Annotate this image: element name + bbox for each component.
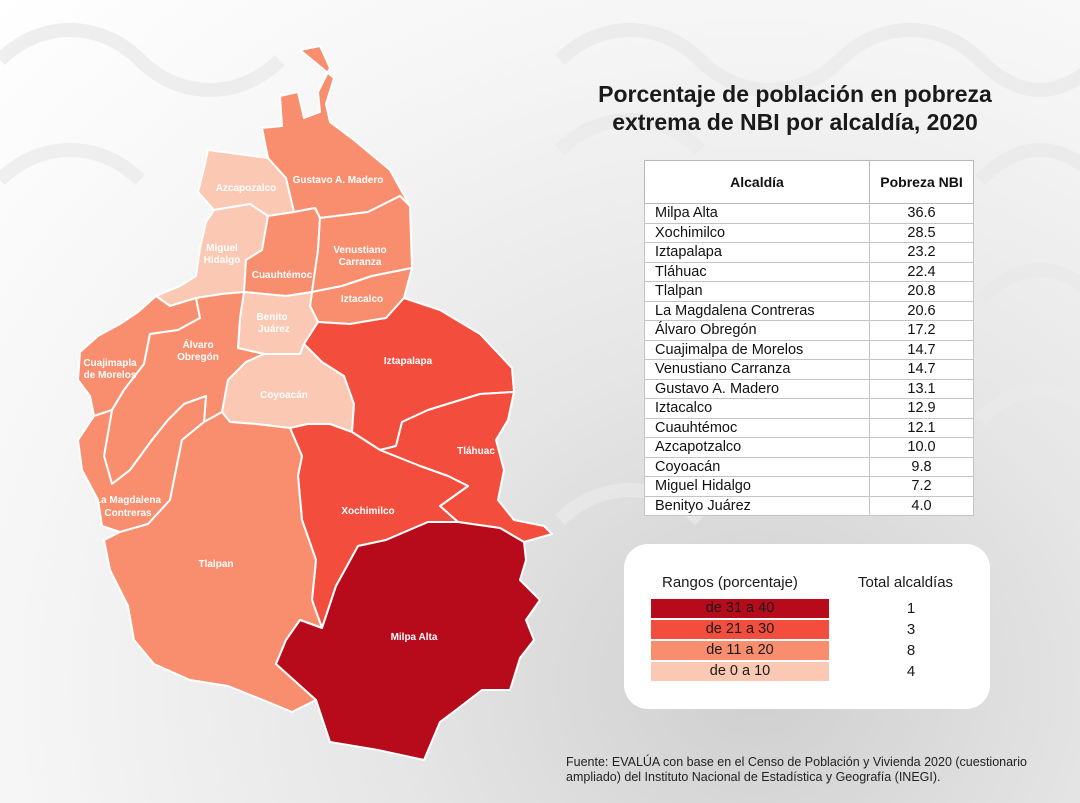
- cell-alcaldia: Iztapalapa: [644, 242, 870, 263]
- cell-pobreza: 4.0: [869, 495, 974, 516]
- cell-alcaldia: Miguel Hidalgo: [644, 476, 870, 497]
- cell-pobreza: 23.2: [869, 242, 974, 263]
- table-row: Iztapalapa 23.2: [644, 242, 974, 263]
- table-row: Miguel Hidalgo 7.2: [644, 476, 974, 497]
- table-row: Venustiano Carranza 14.7: [644, 359, 974, 380]
- cell-alcaldia: Cuajimalpa de Morelos: [644, 339, 870, 360]
- label-alvaro-2: Obregón: [177, 352, 219, 363]
- table-row: Xochimilco 28.5: [644, 222, 974, 243]
- cell-alcaldia: Tlalpan: [644, 281, 870, 302]
- legend-range-count: 8: [906, 642, 916, 659]
- table-row: Milpa Alta 36.6: [644, 203, 974, 224]
- cell-pobreza: 14.7: [869, 359, 974, 380]
- cell-alcaldia: Gustavo A. Madero: [644, 378, 870, 399]
- table-row: Azcapotzalco 10.0: [644, 437, 974, 458]
- header-pobreza: Pobreza NBI: [869, 160, 974, 204]
- cell-pobreza: 9.8: [869, 456, 974, 477]
- table-row: Coyoacán 9.8: [644, 456, 974, 477]
- label-cuajimalpa-2: de Morelos: [84, 370, 137, 381]
- label-cuajimalpa-1: Cuajimapla: [83, 358, 137, 369]
- label-miguel-hidalgo-2: Hidalgo: [204, 255, 241, 266]
- cell-pobreza: 17.2: [869, 320, 974, 341]
- page-title: Porcentaje de población en pobreza extre…: [560, 80, 1030, 136]
- cell-pobreza: 10.0: [869, 437, 974, 458]
- legend-range-swatch: de 21 a 30: [651, 620, 829, 639]
- label-venustiano-1: Venustiano: [333, 245, 386, 256]
- label-coyoacan: Coyoacán: [260, 390, 308, 401]
- legend-range-swatch: de 0 a 10: [651, 662, 829, 681]
- label-benito-1: Benito: [256, 312, 287, 323]
- legend-range-count: 3: [906, 621, 916, 638]
- cell-pobreza: 14.7: [869, 339, 974, 360]
- cell-pobreza: 20.8: [869, 281, 974, 302]
- table-row: Tláhuac 22.4: [644, 261, 974, 282]
- cell-alcaldia: Tláhuac: [644, 261, 870, 282]
- table-row: Cuauhtémoc 12.1: [644, 417, 974, 438]
- label-magdalena-1: La Magdalena: [95, 495, 162, 506]
- cell-alcaldia: Venustiano Carranza: [644, 359, 870, 380]
- label-alvaro-1: Álvaro: [182, 338, 213, 351]
- legend-count-header: Total alcaldías: [858, 574, 954, 591]
- label-azcapotzalco: Azcapozalco: [216, 183, 277, 194]
- table-header-row: Alcaldía Pobreza NBI: [644, 160, 974, 204]
- label-tlalpan: Tlalpan: [198, 559, 233, 570]
- table-row: Gustavo A. Madero 13.1: [644, 378, 974, 399]
- cell-pobreza: 12.9: [869, 398, 974, 419]
- source-note: Fuente: EVALÚA con base en el Censo de P…: [566, 755, 1027, 784]
- cell-alcaldia: Álvaro Obregón: [644, 320, 870, 341]
- table-row: Tlalpan 20.8: [644, 281, 974, 302]
- label-milpa-alta: Milpa Alta: [391, 632, 438, 643]
- cell-pobreza: 13.1: [869, 378, 974, 399]
- label-gustavo-madero: Gustavo A. Madero: [293, 175, 384, 186]
- header-alcaldia: Alcaldía: [644, 160, 870, 204]
- label-cuauhtemoc: Cuauhtémoc: [252, 270, 313, 281]
- cell-alcaldia: Benityo Juárez: [644, 495, 870, 516]
- table-row: Álvaro Obregón 17.2: [644, 320, 974, 341]
- cell-pobreza: 22.4: [869, 261, 974, 282]
- cell-alcaldia: Xochimilco: [644, 222, 870, 243]
- cell-pobreza: 7.2: [869, 476, 974, 497]
- poverty-table: Alcaldía Pobreza NBI Milpa Alta 36.6 Xochi…: [644, 160, 974, 516]
- label-iztapalapa: Iztapalapa: [384, 356, 433, 367]
- cell-pobreza: 12.1: [869, 417, 974, 438]
- legend-range-swatch: de 11 a 20: [651, 641, 829, 660]
- cell-pobreza: 28.5: [869, 222, 974, 243]
- title-line-2: extrema de NBI por alcaldía, 2020: [612, 109, 978, 135]
- region-milpa-alta[interactable]: [275, 521, 541, 761]
- legend-panel: Rangos (porcentaje) Total alcaldías de 3…: [624, 544, 990, 709]
- table-body: Milpa Alta 36.6 Xochimilco 28.5 Iztapalapa 23…: [644, 203, 974, 516]
- label-iztacalco: Iztacalco: [341, 294, 383, 305]
- label-benito-2: Juárez: [258, 324, 290, 335]
- cdmx-map: Azcapozalco Gustavo A. Madero Miguel Hid…: [77, 45, 553, 761]
- label-xochimilco: Xochimilco: [341, 506, 394, 517]
- region-gustavo-madero[interactable]: [261, 45, 411, 219]
- table-row: La Magdalena Contreras 20.6: [644, 300, 974, 321]
- label-venustiano-2: Carranza: [339, 257, 382, 268]
- label-tlahuac: Tláhuac: [457, 446, 495, 457]
- cell-alcaldia: Cuauhtémoc: [644, 417, 870, 438]
- cell-alcaldia: Azcapotzalco: [644, 437, 870, 458]
- region-tlalpan[interactable]: [103, 411, 323, 713]
- legend-range-header: Rangos (porcentaje): [662, 574, 798, 591]
- table-row: Cuajimalpa de Morelos 14.7: [644, 339, 974, 360]
- cell-pobreza: 20.6: [869, 300, 974, 321]
- label-miguel-hidalgo-1: Miguel: [206, 243, 238, 254]
- cell-pobreza: 36.6: [869, 203, 974, 224]
- cell-alcaldia: Coyoacán: [644, 456, 870, 477]
- table-row: Benityo Juárez 4.0: [644, 495, 974, 516]
- legend-range-count: 1: [906, 600, 916, 617]
- cell-alcaldia: Milpa Alta: [644, 203, 870, 224]
- legend-range-swatch: de 31 a 40: [651, 599, 829, 618]
- cell-alcaldia: Iztacalco: [644, 398, 870, 419]
- label-magdalena-2: Contreras: [104, 508, 152, 519]
- table-row: Iztacalco 12.9: [644, 398, 974, 419]
- legend-range-count: 4: [906, 663, 916, 680]
- cell-alcaldia: La Magdalena Contreras: [644, 300, 870, 321]
- title-line-1: Porcentaje de población en pobreza: [598, 81, 992, 107]
